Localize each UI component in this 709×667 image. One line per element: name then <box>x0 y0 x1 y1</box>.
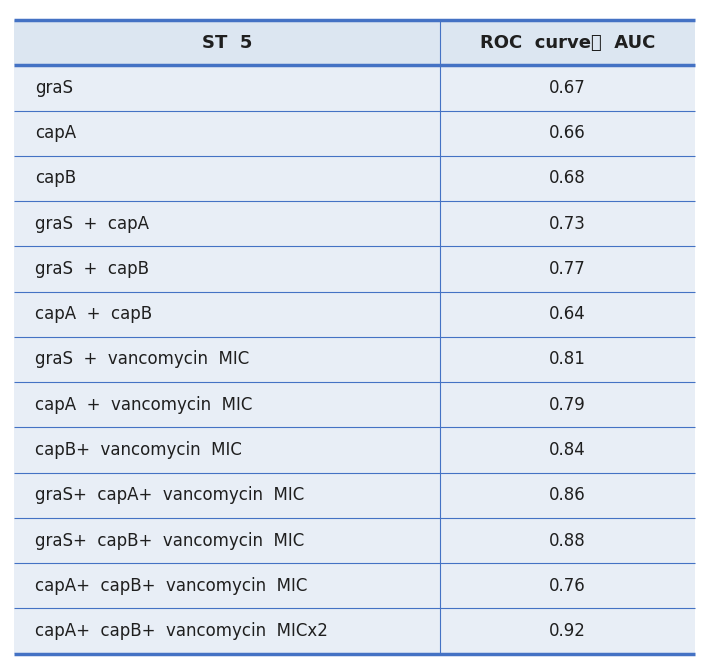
Text: graS+  capB+  vancomycin  MIC: graS+ capB+ vancomycin MIC <box>35 532 305 550</box>
Text: ST  5: ST 5 <box>201 33 252 51</box>
Text: 0.66: 0.66 <box>549 124 586 142</box>
Text: 0.77: 0.77 <box>549 260 586 278</box>
Text: 0.79: 0.79 <box>549 396 586 414</box>
Text: graS  +  capB: graS + capB <box>35 260 150 278</box>
FancyBboxPatch shape <box>14 382 695 428</box>
Text: 0.84: 0.84 <box>549 441 586 459</box>
FancyBboxPatch shape <box>14 20 695 65</box>
Text: 0.67: 0.67 <box>549 79 586 97</box>
Text: capA  +  vancomycin  MIC: capA + vancomycin MIC <box>35 396 253 414</box>
Text: capA+  capB+  vancomycin  MICx2: capA+ capB+ vancomycin MICx2 <box>35 622 328 640</box>
FancyBboxPatch shape <box>14 201 695 246</box>
FancyBboxPatch shape <box>14 156 695 201</box>
Text: 0.68: 0.68 <box>549 169 586 187</box>
FancyBboxPatch shape <box>14 518 695 563</box>
Text: 0.76: 0.76 <box>549 577 586 595</box>
Text: capA: capA <box>35 124 77 142</box>
FancyBboxPatch shape <box>14 428 695 473</box>
Text: 0.86: 0.86 <box>549 486 586 504</box>
FancyBboxPatch shape <box>14 111 695 156</box>
Text: capA+  capB+  vancomycin  MIC: capA+ capB+ vancomycin MIC <box>35 577 308 595</box>
Text: graS  +  vancomycin  MIC: graS + vancomycin MIC <box>35 350 250 368</box>
Text: capB: capB <box>35 169 77 187</box>
FancyBboxPatch shape <box>14 246 695 291</box>
Text: capB+  vancomycin  MIC: capB+ vancomycin MIC <box>35 441 242 459</box>
Text: 0.64: 0.64 <box>549 305 586 323</box>
FancyBboxPatch shape <box>14 608 695 654</box>
Text: graS  +  capA: graS + capA <box>35 215 150 233</box>
FancyBboxPatch shape <box>14 337 695 382</box>
Text: ROC  curve의  AUC: ROC curve의 AUC <box>479 33 655 51</box>
Text: 0.88: 0.88 <box>549 532 586 550</box>
FancyBboxPatch shape <box>14 291 695 337</box>
FancyBboxPatch shape <box>14 563 695 608</box>
Text: 0.92: 0.92 <box>549 622 586 640</box>
Text: capA  +  capB: capA + capB <box>35 305 152 323</box>
FancyBboxPatch shape <box>14 473 695 518</box>
Text: graS+  capA+  vancomycin  MIC: graS+ capA+ vancomycin MIC <box>35 486 305 504</box>
Text: 0.81: 0.81 <box>549 350 586 368</box>
FancyBboxPatch shape <box>14 65 695 111</box>
Text: graS: graS <box>35 79 74 97</box>
Text: 0.73: 0.73 <box>549 215 586 233</box>
